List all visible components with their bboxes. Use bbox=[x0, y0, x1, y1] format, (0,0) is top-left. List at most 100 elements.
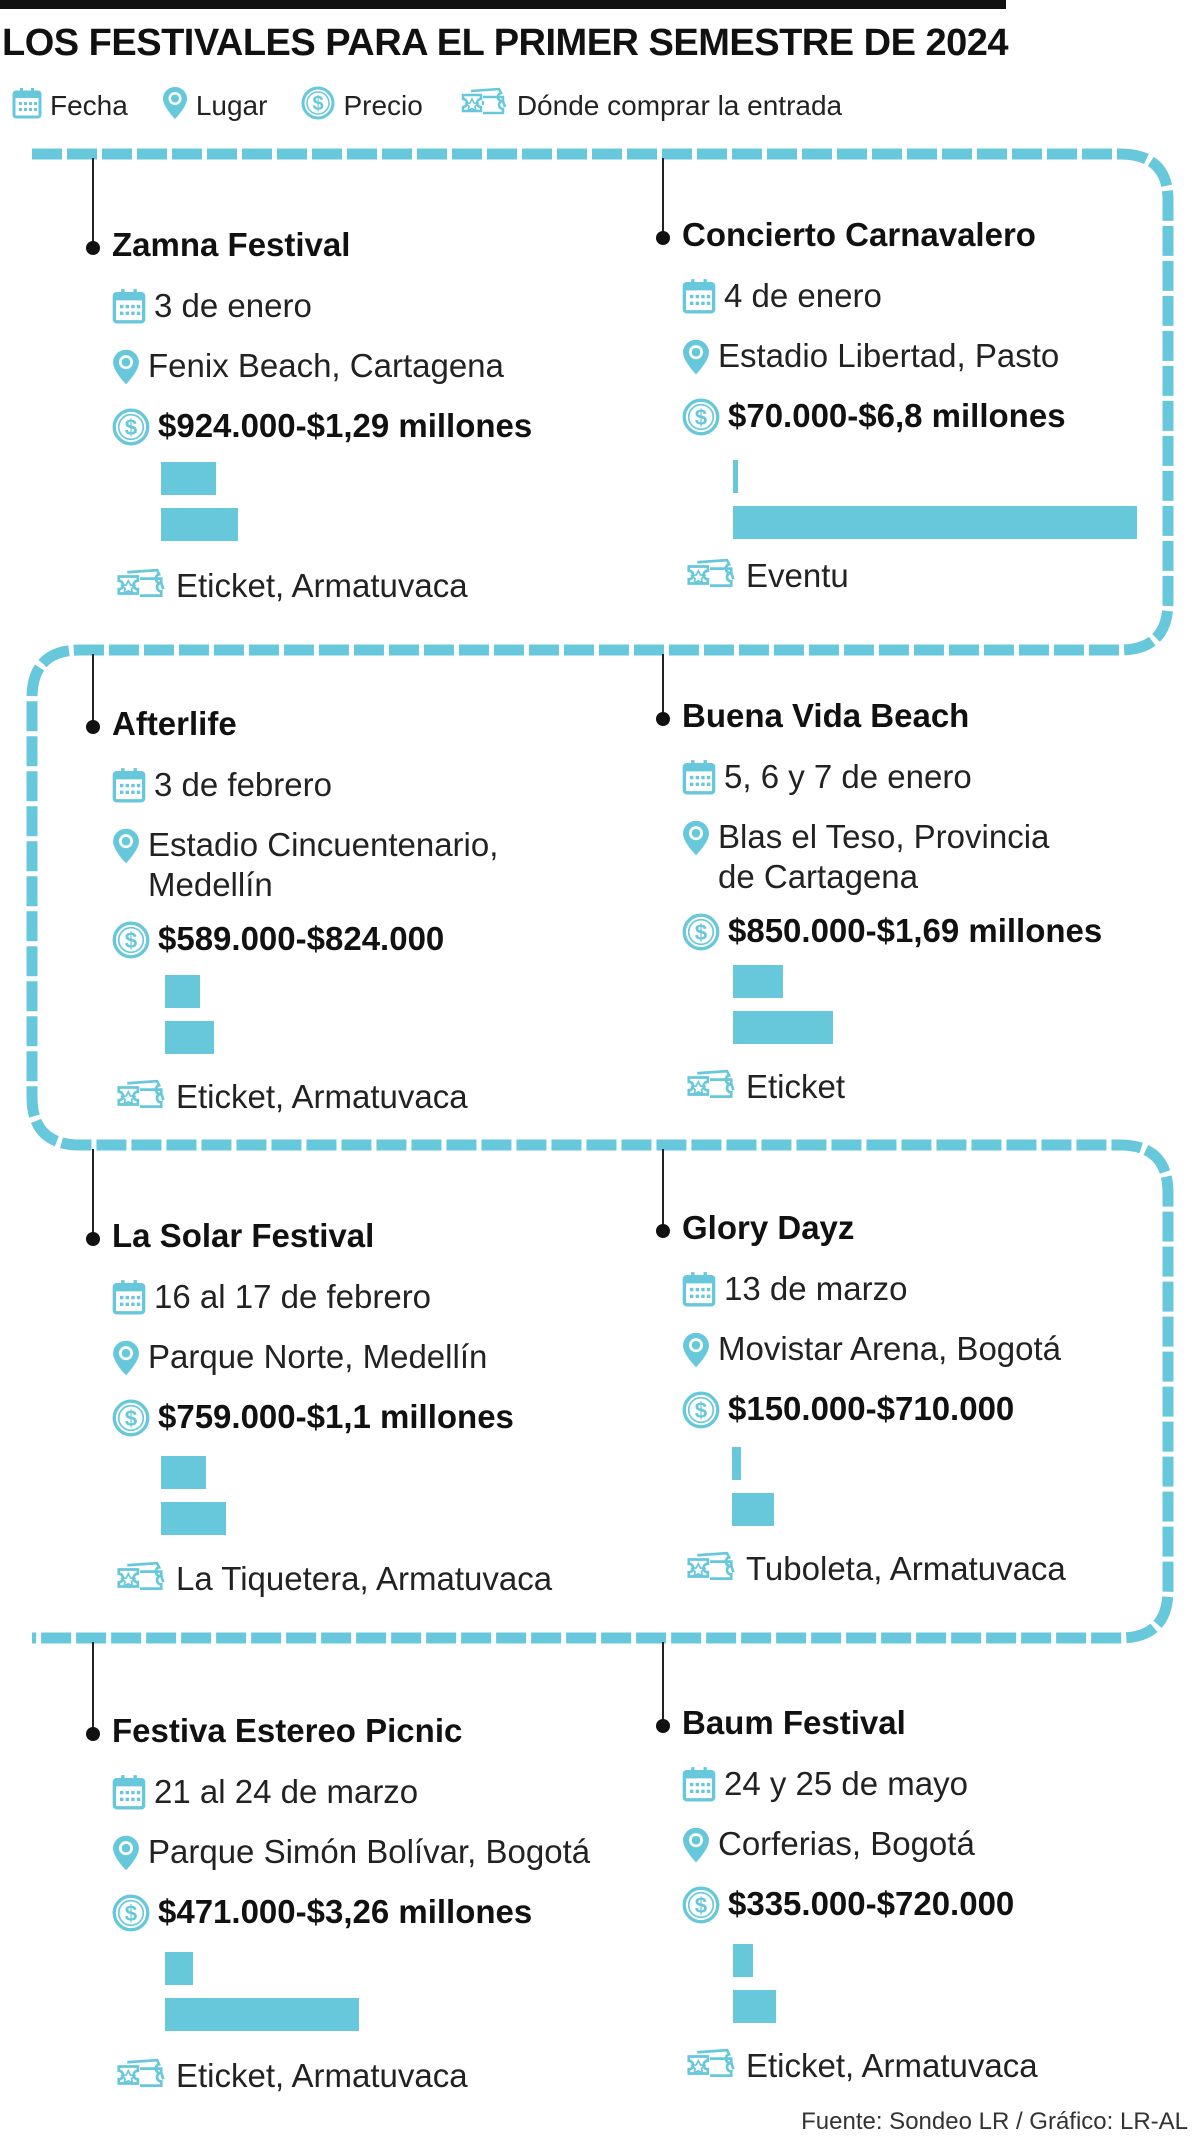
ticket-icon bbox=[112, 2058, 168, 2100]
price-min-bar bbox=[165, 1952, 193, 1985]
festival-date: 3 de enero bbox=[154, 287, 312, 324]
price-max-bar bbox=[165, 1021, 214, 1054]
festival-name: Baum Festival bbox=[682, 1704, 906, 1741]
festival-place: Blas el Teso, Provincia de Cartagena bbox=[718, 818, 1050, 895]
calendar-icon bbox=[12, 87, 50, 126]
timeline-dot bbox=[656, 1224, 670, 1238]
festival-price: $850.000-$1,69 millones bbox=[728, 912, 1103, 949]
price-row: $ $589.000-$824.000 bbox=[112, 919, 444, 967]
location-pin-icon bbox=[112, 827, 140, 873]
festival-date: 4 de enero bbox=[724, 277, 882, 314]
calendar-icon bbox=[682, 1766, 716, 1810]
legend-label: Lugar bbox=[195, 90, 268, 121]
price-row: $ $759.000-$1,1 millones bbox=[112, 1397, 514, 1445]
price-max-bar bbox=[161, 1502, 226, 1535]
festival-place: Estadio Libertad, Pasto bbox=[718, 337, 1060, 374]
dollar-coin-icon: $ bbox=[682, 913, 720, 959]
date-row: 3 de febrero bbox=[112, 765, 332, 811]
legend-label: Dónde comprar la entrada bbox=[516, 90, 843, 121]
svg-text:$: $ bbox=[313, 93, 324, 115]
stem bbox=[92, 158, 94, 248]
tickets-row: Eticket bbox=[682, 1067, 845, 1111]
festival-tickets: Eventu bbox=[746, 557, 849, 594]
place-row: Parque Simón Bolívar, Bogotá bbox=[112, 1832, 590, 1880]
source-note: Fuente: Sondeo LR / Gráfico: LR-AL bbox=[801, 2108, 1188, 2135]
ticket-icon bbox=[682, 2048, 738, 2090]
location-pin-icon bbox=[682, 1826, 710, 1872]
festival-price: $924.000-$1,29 millones bbox=[158, 407, 533, 444]
date-row: 3 de enero bbox=[112, 286, 312, 332]
festival-tickets: Tuboleta, Armatuvaca bbox=[746, 1550, 1066, 1587]
festival-tickets: La Tiquetera, Armatuvaca bbox=[176, 1560, 553, 1597]
place-row: Estadio Libertad, Pasto bbox=[682, 336, 1059, 384]
calendar-icon bbox=[112, 767, 146, 811]
festival-place: Parque Simón Bolívar, Bogotá bbox=[148, 1833, 591, 1870]
price-min-bar bbox=[165, 975, 200, 1008]
dollar-coin-icon: $ bbox=[112, 1894, 150, 1940]
stem bbox=[662, 1149, 664, 1232]
festival-price: $150.000-$710.000 bbox=[728, 1390, 1015, 1427]
festival-tickets: Eticket, Armatuvaca bbox=[176, 1078, 468, 1115]
place-row: Estadio Cincuentenario, Medellín bbox=[112, 825, 498, 905]
festival-place: Corferias, Bogotá bbox=[718, 1825, 975, 1862]
svg-text:$: $ bbox=[695, 920, 708, 945]
price-max-bar bbox=[733, 1990, 776, 2023]
price-row: $ $70.000-$6,8 millones bbox=[682, 396, 1066, 444]
price-max-bar bbox=[161, 508, 238, 541]
timeline-dot bbox=[86, 1727, 100, 1741]
ticket-icon bbox=[112, 1079, 168, 1121]
timeline-dot bbox=[656, 231, 670, 245]
tickets-row: La Tiquetera, Armatuvaca bbox=[112, 1559, 552, 1603]
festival-date: 5, 6 y 7 de enero bbox=[724, 758, 972, 795]
place-row: Corferias, Bogotá bbox=[682, 1824, 975, 1872]
stem bbox=[92, 654, 94, 731]
festival-price: $471.000-$3,26 millones bbox=[158, 1893, 533, 1930]
festival-place: Fenix Beach, Cartagena bbox=[148, 347, 504, 384]
ticket-icon bbox=[112, 1561, 168, 1603]
festival-name: Glory Dayz bbox=[682, 1209, 855, 1246]
svg-text:$: $ bbox=[125, 928, 138, 953]
place-row: Parque Norte, Medellín bbox=[112, 1337, 487, 1385]
location-pin-icon bbox=[682, 338, 710, 384]
festival-tickets: Eticket, Armatuvaca bbox=[746, 2047, 1038, 2084]
festival-name: Concierto Carnavalero bbox=[682, 216, 1036, 253]
calendar-icon bbox=[112, 288, 146, 332]
tickets-row: Eticket, Armatuvaca bbox=[682, 2046, 1038, 2090]
festival-place: Parque Norte, Medellín bbox=[148, 1338, 488, 1375]
festival-date: 24 y 25 de mayo bbox=[724, 1765, 968, 1802]
svg-text:$: $ bbox=[695, 405, 708, 430]
ticket-icon bbox=[457, 87, 517, 126]
svg-text:$: $ bbox=[125, 1406, 138, 1431]
festival-date: 16 al 17 de febrero bbox=[154, 1278, 432, 1315]
tickets-row: Eticket, Armatuvaca bbox=[112, 2056, 468, 2100]
dollar-coin-icon: $ bbox=[112, 408, 150, 454]
date-row: 4 de enero bbox=[682, 276, 882, 322]
legend-item-comprar: Dónde comprar la entrada bbox=[457, 87, 842, 126]
price-row: $ $850.000-$1,69 millones bbox=[682, 911, 1102, 959]
timeline-dot bbox=[656, 1719, 670, 1733]
price-max-bar bbox=[733, 1011, 833, 1044]
price-min-bar bbox=[733, 1944, 753, 1977]
stem bbox=[92, 1149, 94, 1239]
price-row: $ $335.000-$720.000 bbox=[682, 1884, 1014, 1932]
svg-text:$: $ bbox=[695, 1893, 708, 1918]
timeline-dot bbox=[86, 1232, 100, 1246]
ticket-icon bbox=[682, 558, 738, 600]
stem bbox=[662, 158, 664, 238]
location-pin-icon bbox=[682, 819, 710, 865]
page-title: LOS FESTIVALES PARA EL PRIMER SEMESTRE D… bbox=[2, 22, 1009, 64]
price-row: $ $150.000-$710.000 bbox=[682, 1389, 1014, 1437]
calendar-icon bbox=[112, 1279, 146, 1323]
festival-tickets: Eticket, Armatuvaca bbox=[176, 567, 468, 604]
festival-price: $589.000-$824.000 bbox=[158, 920, 445, 957]
dollar-coin-icon: $ bbox=[301, 86, 343, 127]
location-pin-icon bbox=[112, 348, 140, 394]
date-row: 21 al 24 de marzo bbox=[112, 1772, 418, 1818]
legend: Fecha Lugar $ Precio Dónde comprar la en… bbox=[12, 86, 876, 126]
festival-name: Festiva Estereo Picnic bbox=[112, 1712, 463, 1749]
festival-name: Buena Vida Beach bbox=[682, 697, 970, 734]
festival-name: Afterlife bbox=[112, 705, 237, 742]
price-min-bar bbox=[733, 965, 783, 998]
price-max-bar bbox=[165, 1998, 359, 2031]
